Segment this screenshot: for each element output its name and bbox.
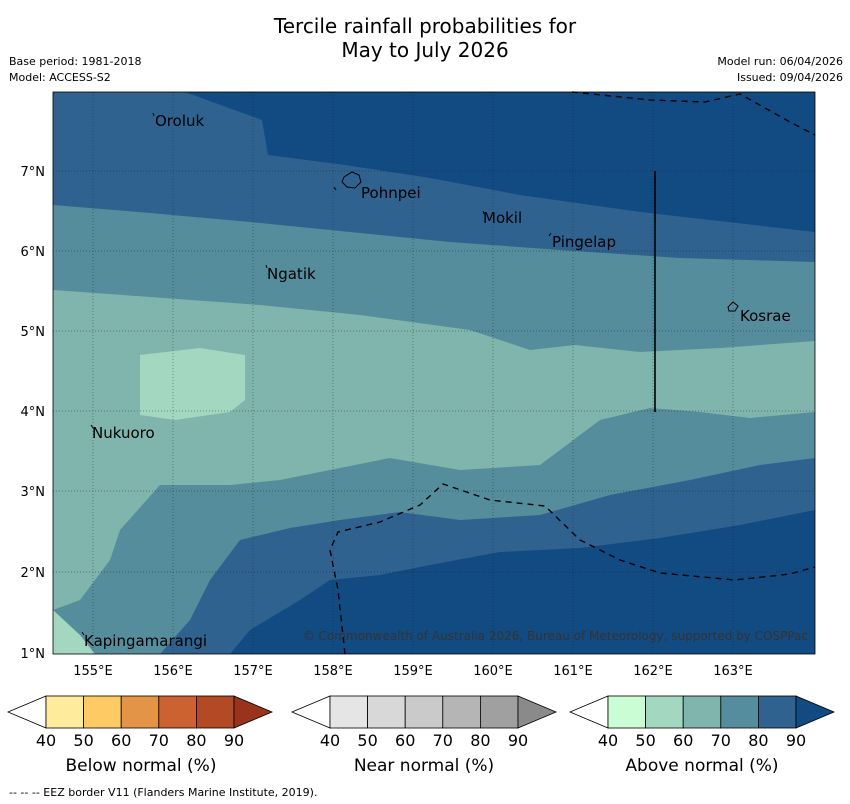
above-colorbar-extend-low	[568, 695, 609, 729]
band-90-south	[230, 510, 815, 654]
islands	[81, 112, 739, 636]
lat-tick: 7°N	[21, 165, 46, 180]
lon-tick: 160°E	[473, 664, 513, 679]
base-period: Base period: 1981-2018	[9, 55, 142, 68]
above-colorbar-tick: 90	[786, 731, 806, 750]
above-colorbar-tick: 40	[598, 731, 618, 750]
below-colorbar-segment	[158, 695, 197, 729]
near-colorbar-segment	[367, 695, 406, 729]
below-colorbar-segment	[45, 695, 84, 729]
near-colorbar-extend-high	[517, 695, 558, 729]
lon-tick: 156°E	[153, 664, 193, 679]
below-normal-title: Below normal (%)	[65, 756, 217, 776]
kosrae-island-shape	[727, 301, 739, 312]
model-name: Model: ACCESS-S2	[9, 71, 111, 84]
above-colorbar-segment	[682, 695, 722, 729]
below-colorbar-tick: 50	[73, 731, 93, 750]
label-ngatik: Ngatik	[267, 265, 316, 283]
above-normal-title: Above normal (%)	[625, 756, 779, 776]
below-colorbar-segment	[195, 695, 235, 729]
near-colorbar-segment	[404, 695, 444, 729]
label-pingelap: Pingelap	[552, 233, 616, 251]
lat-tick: 4°N	[21, 405, 46, 420]
above-colorbar-segment	[720, 695, 759, 729]
probability-fill	[53, 92, 815, 654]
near-colorbar-segment	[329, 695, 368, 729]
label-kapingamarangi: Kapingamarangi	[84, 632, 207, 650]
near-colorbar-tick: 60	[395, 731, 415, 750]
label-oroluk: Oroluk	[155, 112, 204, 130]
above-colorbar-tick: 60	[673, 731, 693, 750]
lon-tick: 162°E	[633, 664, 673, 679]
ant-atoll-mark	[333, 186, 337, 191]
lon-tick: 155°E	[73, 664, 113, 679]
band-90-north	[185, 92, 815, 232]
near-colorbar-tick: 80	[470, 731, 490, 750]
model-run: Model run: 06/04/2026	[717, 55, 843, 68]
near-colorbar-segment	[442, 695, 481, 729]
nukuoro-mark	[90, 424, 94, 429]
below-colorbar-tick: 80	[186, 731, 206, 750]
above-colorbar-tick: 80	[748, 731, 768, 750]
kapinga-mark	[81, 631, 85, 636]
above-colorbar-extend-high	[795, 695, 836, 729]
colorbars: 40 50 60 70 80 90 40 50 60 70 80 90 40 50 60 70 80 90	[6, 695, 836, 750]
lon-axis: 155°E 156°E 157°E 158°E 159°E 160°E 161°…	[73, 664, 753, 679]
label-nukuoro: Nukuoro	[92, 424, 155, 442]
near-colorbar-tick: 90	[508, 731, 528, 750]
band-50-sw	[53, 610, 95, 654]
above-colorbar-segment	[607, 695, 646, 729]
lat-tick: 5°N	[21, 325, 46, 340]
label-kosrae: Kosrae	[740, 307, 791, 325]
near-colorbar-segment	[479, 695, 519, 729]
above-colorbar-segment	[645, 695, 684, 729]
pingelap-mark	[548, 232, 552, 237]
lat-tick: 1°N	[21, 647, 46, 662]
lat-tick: 2°N	[21, 566, 46, 581]
pohnpei-island-shape	[341, 171, 362, 189]
near-colorbar-tick: 40	[320, 731, 340, 750]
lat-tick: 3°N	[21, 485, 46, 500]
lon-tick: 157°E	[233, 664, 273, 679]
below-colorbar-tick: 90	[224, 731, 244, 750]
above-colorbar-segment	[758, 695, 797, 729]
below-colorbar-tick: 70	[149, 731, 169, 750]
above-colorbar-tick: 70	[711, 731, 731, 750]
below-colorbar-tick: 40	[36, 731, 56, 750]
place-labels: Oroluk Pohnpei Mokil Pingelap Ngatik Kos…	[84, 112, 791, 650]
map-frame	[52, 91, 816, 655]
eez-footnote: -- -- -- EEZ border V11 (Flanders Marine…	[9, 786, 318, 799]
below-colorbar-tick: 60	[111, 731, 131, 750]
lon-tick: 159°E	[393, 664, 433, 679]
eez-borders	[329, 91, 816, 655]
lon-tick: 158°E	[313, 664, 353, 679]
copyright-notice: © Commonwealth of Australia 2026, Bureau…	[303, 629, 808, 643]
graticule	[53, 92, 815, 654]
oroluk-mark	[152, 112, 155, 117]
title-line-2: May to July 2026	[341, 38, 509, 62]
near-colorbar-tick: 70	[433, 731, 453, 750]
near-colorbar-tick: 50	[357, 731, 377, 750]
ngatik-mark	[265, 264, 268, 269]
lon-tick: 163°E	[713, 664, 753, 679]
below-colorbar-segment	[120, 695, 160, 729]
below-colorbar-segment	[83, 695, 122, 729]
mokil-mark	[482, 210, 485, 215]
band-50-center	[140, 348, 245, 420]
below-colorbar-extend-high	[233, 695, 274, 729]
lat-tick: 6°N	[21, 245, 46, 260]
label-mokil: Mokil	[483, 209, 522, 227]
near-normal-title: Near normal (%)	[353, 756, 495, 776]
issued-date: Issued: 09/04/2026	[736, 71, 843, 84]
above-colorbar-tick: 50	[635, 731, 655, 750]
title-line-1: Tercile rainfall probabilities for	[273, 14, 577, 38]
lon-tick: 161°E	[553, 664, 593, 679]
near-colorbar-extend-low	[290, 695, 331, 729]
below-colorbar-extend-low	[6, 695, 47, 729]
lat-axis: 7°N 6°N 5°N 4°N 3°N 2°N 1°N	[21, 165, 46, 662]
label-pohnpei: Pohnpei	[361, 184, 421, 202]
